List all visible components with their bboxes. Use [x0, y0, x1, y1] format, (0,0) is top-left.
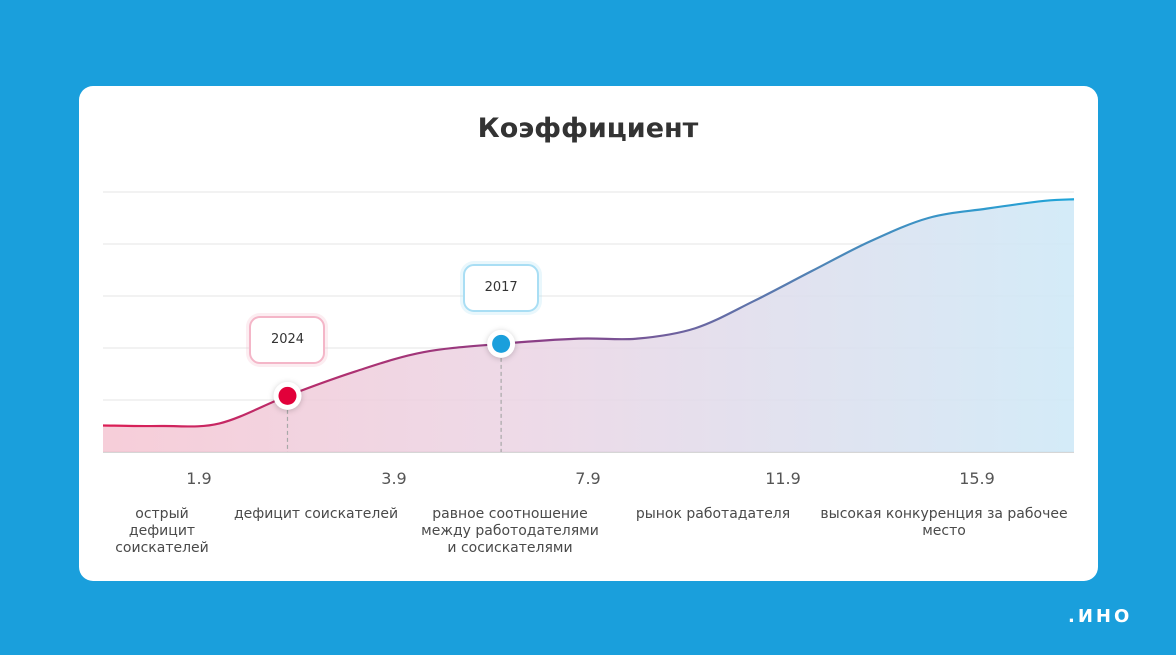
area-fill — [103, 199, 1074, 452]
x-tick-label: 7.9 — [575, 469, 601, 488]
marker-label-2017: 2017 — [463, 263, 540, 312]
marker-point-2024 — [278, 386, 297, 405]
series-line — [102, 198, 1075, 428]
brand-logo: .ИНО — [1068, 606, 1133, 627]
marker-point-2017 — [492, 334, 511, 353]
chart-title: Коэффициент — [477, 113, 699, 144]
category-label: равное соотношение между работодателями … — [421, 506, 599, 556]
category-label: острый дефицит соискателей — [115, 506, 209, 556]
category-label: дефицит соискателей — [233, 506, 399, 522]
x-tick-label: 15.9 — [959, 469, 995, 488]
category-label: высокая конкуренция за рабочее место — [820, 506, 1068, 539]
marker-label-2024: 2024 — [249, 315, 326, 364]
category-label: рынок работадателя — [635, 506, 791, 522]
x-tick-label: 1.9 — [186, 469, 212, 488]
x-tick-label: 3.9 — [381, 469, 407, 488]
x-tick-label: 11.9 — [765, 469, 801, 488]
